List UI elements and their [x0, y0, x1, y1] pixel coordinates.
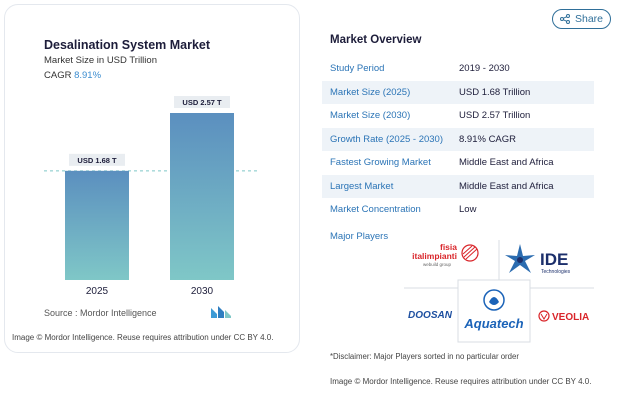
overview-label: Market Size (2025): [330, 86, 411, 98]
cagr-label: CAGR: [44, 70, 72, 81]
fisia-logo: fisia italimpianti webuild group: [412, 242, 479, 267]
bar-data-label: USD 2.57 T: [182, 98, 222, 107]
share-icon: [559, 14, 570, 24]
overview-value: Middle East and Africa: [459, 157, 554, 169]
overview-value: USD 1.68 Trillion: [459, 86, 531, 98]
doosan-logo: DOOSAN: [408, 310, 453, 321]
overview-value: Middle East and Africa: [459, 180, 554, 192]
overview-row: Market Concentration Low: [322, 198, 594, 222]
overview-row: Market Size (2025) USD 1.68 Trillion: [322, 80, 594, 104]
overview-value: Low: [459, 204, 477, 216]
overview-table: Study Period 2019 - 2030 Market Size (20…: [322, 57, 594, 222]
overview-row: Growth Rate (2025 - 2030) 8.91% CAGR: [322, 127, 594, 151]
overview-value: 2019 - 2030: [459, 63, 510, 75]
chart-card: [4, 4, 300, 353]
overview-value: 8.91% CAGR: [459, 133, 517, 145]
x-tick-label: 2025: [86, 286, 109, 297]
bar-label-bg: [174, 96, 230, 108]
chart-subtitle: Market Size in USD Trillion: [44, 55, 157, 66]
overview-label: Growth Rate (2025 - 2030): [330, 133, 444, 145]
aquatech-logo: Aquatech: [463, 289, 524, 331]
overview-row: Study Period 2019 - 2030: [322, 57, 594, 81]
ide-logo: IDE Technologies: [505, 244, 571, 275]
chart-source: Source : Mordor Intelligence: [44, 308, 157, 318]
overview-title: Market Overview: [330, 34, 422, 46]
x-tick-label: 2030: [191, 286, 214, 297]
cagr-value: 8.91%: [74, 70, 102, 81]
fisia-name-top: fisia: [440, 242, 457, 252]
overview-credit: Image © Mordor Intelligence. Reuse requi…: [330, 377, 592, 386]
mordor-logo-icon: [211, 306, 231, 318]
bar-data-label: USD 1.68 T: [77, 156, 117, 165]
fisia-sub: webuild group: [423, 262, 452, 267]
bar: [65, 170, 129, 280]
share-button[interactable]: Share: [552, 9, 611, 29]
overview-label: Market Size (2030): [330, 110, 411, 122]
overview-row: Market Size (2030) USD 2.57 Trillion: [322, 104, 594, 128]
bar: [170, 113, 234, 280]
overview-value: USD 2.57 Trillion: [459, 110, 531, 122]
overview-label: Fastest Growing Market: [330, 157, 431, 169]
overview-row: Largest Market Middle East and Africa: [322, 174, 594, 198]
overview-row: Fastest Growing Market Middle East and A…: [322, 151, 594, 175]
overview-label: Market Concentration: [330, 204, 421, 216]
chart-credit: Image © Mordor Intelligence. Reuse requi…: [12, 333, 274, 342]
bar-label-bg: [69, 153, 125, 166]
overview-label: Study Period: [330, 63, 385, 75]
veolia-name: VEOLIA: [552, 312, 589, 323]
bar-chart: USD 1.68 T 2025 USD 2.57 T 2030: [44, 96, 258, 297]
ide-sub: Technologies: [541, 269, 571, 275]
fisia-name-main: italimpianti: [412, 251, 457, 261]
chart-cagr: CAGR 8.91%: [44, 70, 101, 81]
overview-label: Largest Market: [330, 180, 394, 192]
aquatech-name: Aquatech: [463, 316, 523, 331]
share-label: Share: [574, 13, 604, 25]
chart-title: Desalination System Market: [44, 38, 211, 52]
players-disclaimer: *Disclaimer: Major Players sorted in no …: [330, 352, 519, 361]
major-players-label: Major Players: [330, 231, 389, 242]
veolia-logo: VEOLIA: [538, 310, 589, 323]
ide-name: IDE: [540, 250, 568, 269]
major-players-logos: fisia italimpianti webuild group IDE Tec…: [404, 240, 594, 343]
